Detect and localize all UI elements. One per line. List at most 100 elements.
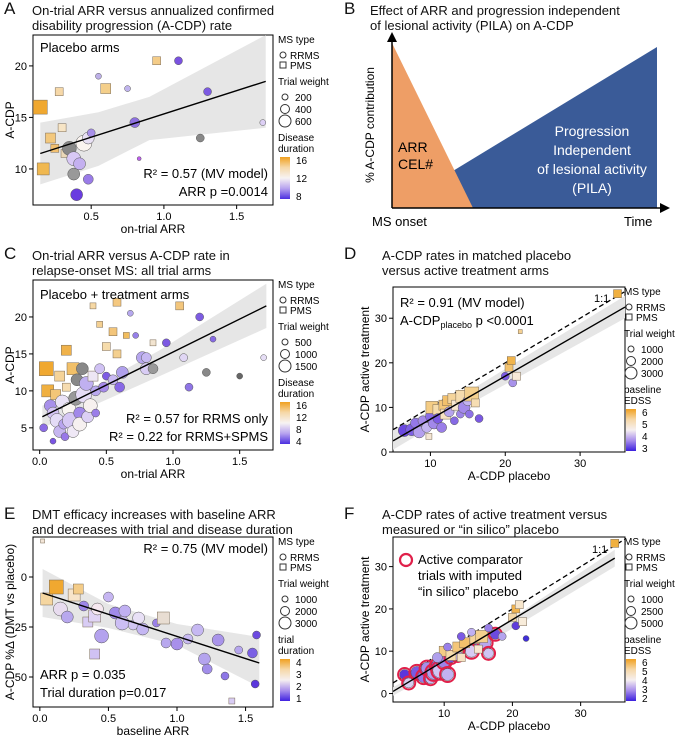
legend-label: 2000 xyxy=(641,357,664,368)
panel-title: A-CDP rates in matched placebo versus act… xyxy=(382,248,572,278)
x-tick-label: 1.5 xyxy=(232,456,247,468)
legend-square-icon xyxy=(279,563,287,571)
colorbar-label: 5 xyxy=(642,420,648,431)
data-point xyxy=(39,361,54,376)
pila-area xyxy=(392,47,657,208)
annotation-box: Placebo arms xyxy=(40,40,120,55)
r2-label: R² = 0.75 (MV model) xyxy=(143,541,268,556)
x-tick-label: 0.5 xyxy=(101,713,116,725)
data-point xyxy=(114,381,125,393)
colorbar xyxy=(626,659,636,701)
panel-e: E DMT efficacy increases with baseline A… xyxy=(0,493,342,741)
data-point xyxy=(89,648,100,660)
colorbar-label: 1 xyxy=(296,694,302,705)
y-tick-label: 20 xyxy=(15,61,27,73)
data-point xyxy=(160,637,172,649)
cel-label: CEL# xyxy=(398,156,433,172)
colorbar-label: 3 xyxy=(642,685,648,696)
legend-title: duration xyxy=(278,144,314,155)
p-value-label: A-CDPplacebo p <0.0001 xyxy=(400,313,534,330)
panel-title: On-trial ARR versus A-CDP rate in relapse… xyxy=(32,248,230,278)
data-point xyxy=(54,370,65,382)
y-tick-label: 15 xyxy=(15,349,27,361)
colorbar-label: 16 xyxy=(296,401,308,412)
colorbar-label: 4 xyxy=(296,658,302,669)
arr-area xyxy=(392,43,473,208)
data-point xyxy=(484,623,493,633)
data-point xyxy=(610,539,620,548)
data-point xyxy=(220,671,230,681)
data-point xyxy=(250,679,260,689)
legend-size-icon xyxy=(280,606,290,616)
chart-c: 0.0 0.5 1.0 1.5 5 10 15 20 on-trial ARR A-CDP MS t… xyxy=(3,279,329,481)
legend-circle-icon xyxy=(279,51,287,59)
legend-title: Trial weight xyxy=(278,77,329,88)
data-point xyxy=(49,579,64,595)
x-tick-label: 10 xyxy=(424,458,436,470)
legend-title: MS type xyxy=(278,35,315,46)
legend-title: EDSS xyxy=(624,646,652,657)
data-point xyxy=(87,370,99,382)
y-tick-label: 10 xyxy=(15,386,27,398)
data-point xyxy=(196,133,205,143)
data-point xyxy=(228,697,236,705)
data-point xyxy=(259,119,267,126)
legend-size-icon xyxy=(280,104,290,114)
legend-title: Trial weight xyxy=(624,329,675,340)
legend-label: PMS xyxy=(636,313,658,324)
data-point xyxy=(127,310,134,317)
red-ring-icon xyxy=(398,552,414,568)
regression-line xyxy=(42,305,267,418)
data-point xyxy=(40,538,45,544)
r2-label: R² = 0.91 (MV model) xyxy=(400,295,525,310)
data-point xyxy=(465,409,474,419)
legend-title: EDSS xyxy=(624,396,652,407)
legend-size-icon xyxy=(626,356,636,366)
pila-label: (PILA) xyxy=(572,180,612,196)
legend-title: trial xyxy=(278,635,294,646)
data-point xyxy=(118,604,132,618)
x-axis-arrow-icon xyxy=(660,203,670,213)
data-point xyxy=(518,617,527,626)
colorbar-label: 3 xyxy=(296,670,302,681)
colorbar-label: 4 xyxy=(642,676,648,687)
data-point xyxy=(61,344,72,356)
colorbar-label: 2 xyxy=(642,694,648,705)
data-point xyxy=(506,356,516,365)
panel-letter: F xyxy=(344,504,355,523)
y-axis-label: % A-CDP contribution xyxy=(363,67,377,183)
r2-label: R² = 0.57 (MV model) xyxy=(143,166,268,181)
legend-size-icon xyxy=(627,345,635,353)
regression-line xyxy=(392,557,616,693)
data-point xyxy=(102,342,111,351)
y-tick-label: 10 xyxy=(15,164,27,176)
data-point xyxy=(147,363,159,374)
identity-line xyxy=(392,290,626,431)
data-point xyxy=(443,642,452,652)
legend-label: PMS xyxy=(290,306,312,317)
data-point xyxy=(60,432,70,441)
legend-label: RRMS xyxy=(290,51,320,62)
legend-title: Trial weight xyxy=(278,322,329,333)
chart-f: 10 20 30 0 10 20 30 A-CDP placebo A-CDP active t… xyxy=(358,536,675,733)
legend-size-icon xyxy=(627,595,635,603)
data-point xyxy=(98,381,109,393)
x-tick-label: 20 xyxy=(506,708,518,720)
data-point xyxy=(100,83,111,94)
annotation-legend: trials with imputed xyxy=(418,568,522,583)
data-point xyxy=(514,600,524,609)
colorbar-label: 5 xyxy=(642,667,648,678)
annotation-legend: “in silico” placebo xyxy=(418,584,518,599)
legend-size-icon xyxy=(281,595,289,603)
pila-label: of lesional activity xyxy=(537,161,647,177)
colorbar xyxy=(280,402,290,444)
legend-label: 3000 xyxy=(641,369,664,380)
data-point xyxy=(94,363,105,374)
y-axis-label: A-CDP active treatment xyxy=(358,556,372,682)
legend-label: RRMS xyxy=(636,553,666,564)
x-axis-label: baseline ARR xyxy=(117,724,190,738)
regression-line xyxy=(392,306,626,442)
data-point xyxy=(152,56,161,66)
legend-square-icon xyxy=(279,61,287,69)
colorbar xyxy=(280,157,290,199)
